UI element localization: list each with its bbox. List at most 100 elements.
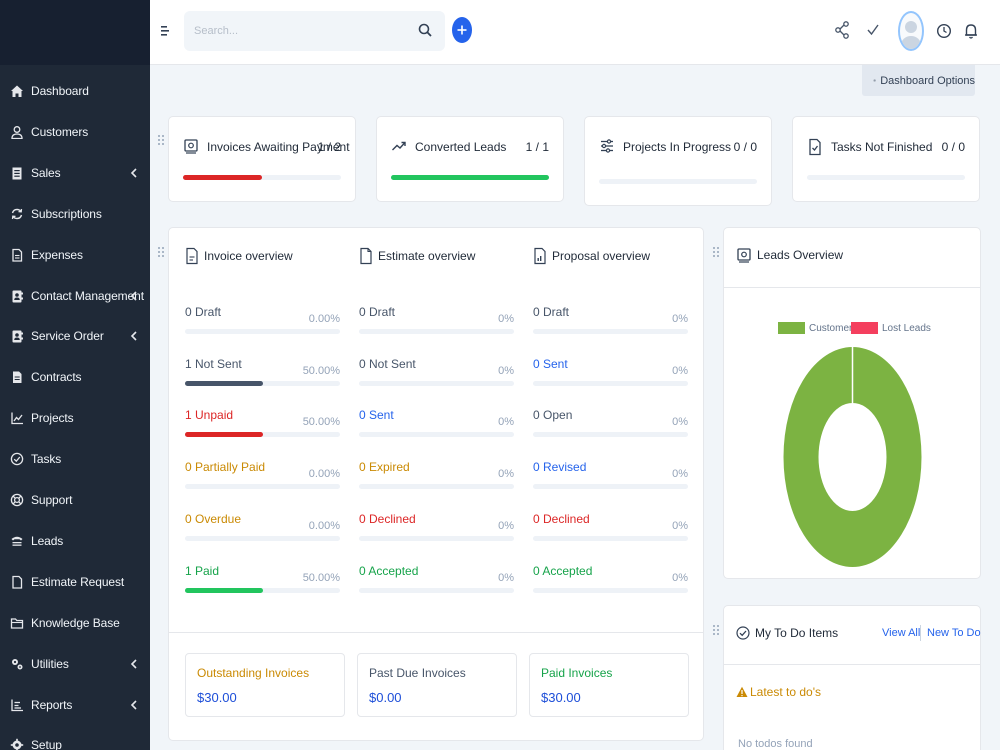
sidebar-item-knowledge-base[interactable]: Knowledge Base [0, 608, 150, 638]
file-icon [10, 574, 24, 590]
drag-handle-icon[interactable] [157, 246, 165, 260]
sidebar-item-label: Dashboard [31, 84, 89, 98]
leads-icon [737, 248, 751, 263]
overview-row[interactable]: 1 Paid 50.00% [185, 564, 340, 596]
sidebar-item-customers[interactable]: Customers [0, 117, 150, 147]
sidebar-item-dashboard[interactable]: Dashboard [0, 76, 150, 106]
todo-card: My To Do Items View All New To Do Latest… [723, 605, 981, 750]
menu-toggle-icon[interactable] [159, 24, 171, 38]
overview-row[interactable]: 0 Sent 0% [533, 357, 688, 389]
overview-row-percent: 0% [672, 313, 688, 325]
sidebar-item-tasks[interactable]: Tasks [0, 444, 150, 474]
sidebar-item-estimate-request[interactable]: Estimate Request [0, 567, 150, 597]
overview-row[interactable]: 0 Overdue 0.00% [185, 512, 340, 544]
sidebar-item-label: Reports [31, 697, 73, 712]
drag-handle-icon[interactable] [157, 134, 165, 148]
checkmark-icon[interactable] [866, 20, 880, 40]
overview-row[interactable]: 0 Open 0% [533, 408, 688, 440]
document-icon [10, 247, 24, 263]
quick-add-button[interactable] [452, 17, 472, 43]
user-avatar[interactable] [898, 11, 924, 51]
sidebar-item-expenses[interactable]: Expenses [0, 240, 150, 270]
clock-icon[interactable] [936, 20, 952, 42]
sidebar-item-label: Sales [31, 165, 61, 180]
drag-handle-icon[interactable] [712, 246, 720, 260]
sidebar-item-label: Subscriptions [31, 206, 102, 221]
overview-row-percent: 0% [498, 313, 514, 325]
overview-row[interactable]: 0 Partially Paid 0.00% [185, 460, 340, 492]
overview-progress-fill [185, 587, 263, 593]
legend-item-lost-leads[interactable]: Lost Leads [851, 322, 931, 334]
refresh-icon [10, 206, 24, 222]
sidebar-item-support[interactable]: Support [0, 485, 150, 515]
sidebar-item-contact-management[interactable]: Contact Management [0, 281, 150, 311]
invoice-overview-title: Invoice overview [204, 249, 293, 263]
chevron-left-icon [130, 167, 138, 179]
overview-row[interactable]: 1 Not Sent 50.00% [185, 357, 340, 389]
sidebar-item-subscriptions[interactable]: Subscriptions [0, 199, 150, 229]
cogs-icon [10, 656, 24, 672]
overview-progress-track [533, 587, 688, 593]
overview-row-label: 1 Unpaid [185, 408, 234, 423]
drag-handle-icon[interactable] [712, 624, 720, 638]
sidebar-item-label: Service Order [31, 329, 104, 344]
sidebar-item-setup[interactable]: Setup [0, 730, 150, 750]
estimate-file-icon [360, 247, 372, 265]
overview-row-percent: 0% [672, 519, 688, 532]
invoice-icon [183, 138, 199, 154]
sidebar-item-service-order[interactable]: Service Order [0, 321, 150, 351]
overview-row[interactable]: 0 Draft 0% [533, 305, 688, 337]
donut-slice-customer[interactable] [783, 347, 922, 567]
overview-row[interactable]: 0 Sent 0% [359, 408, 514, 440]
search-input[interactable] [184, 11, 409, 51]
overview-progress-track [359, 329, 514, 334]
sliders-icon [599, 138, 615, 154]
overview-row-percent: 50.00% [302, 571, 340, 584]
overview-row-percent: 0% [672, 416, 688, 429]
overview-row-label: 0 Revised [533, 460, 587, 475]
overview-row[interactable]: 0 Not Sent 0% [359, 357, 514, 389]
view-all-todos-link[interactable]: View All [882, 627, 921, 639]
overview-row[interactable]: 0 Expired 0% [359, 460, 514, 492]
legend-item-customer[interactable]: Customer [778, 322, 852, 334]
overview-progress-track [185, 432, 340, 438]
share-icon[interactable] [834, 20, 850, 40]
chevron-left-icon [130, 290, 138, 302]
overview-row-label: 0 Sent [533, 356, 568, 371]
overview-row[interactable]: 0 Declined 0% [533, 512, 688, 544]
sidebar-item-contracts[interactable]: Contracts [0, 362, 150, 392]
gear-icon [873, 79, 876, 82]
overview-row[interactable]: 0 Draft 0% [359, 305, 514, 337]
todo-divider [724, 664, 980, 665]
sidebar-item-reports[interactable]: Reports [0, 690, 150, 720]
sidebar-item-leads[interactable]: Leads [0, 526, 150, 556]
task-file-icon [807, 138, 823, 156]
outstanding-invoices-box[interactable]: Outstanding Invoices $30.00 [185, 653, 345, 717]
overview-row[interactable]: 0 Declined 0% [359, 512, 514, 544]
stat-progress-track [391, 175, 549, 180]
chart-icon [10, 410, 24, 426]
overview-row[interactable]: 1 Unpaid 50.00% [185, 408, 340, 440]
dashboard-options-label: Dashboard Options [880, 74, 975, 87]
total-value: $0.00 [369, 690, 402, 705]
stat-card-projects-in-progress: Projects In Progress 0 / 0 [584, 116, 772, 206]
overview-row[interactable]: 0 Accepted 0% [533, 564, 688, 596]
overview-row-label: 0 Draft [185, 305, 222, 319]
notification-bell-icon[interactable] [963, 20, 979, 42]
sidebar-item-sales[interactable]: Sales [0, 158, 150, 188]
dashboard-options-button[interactable]: Dashboard Options [862, 65, 975, 96]
invoice-file-icon [186, 247, 198, 265]
home-icon [10, 83, 24, 99]
sidebar-item-utilities[interactable]: Utilities [0, 649, 150, 679]
sidebar-item-projects[interactable]: Projects [0, 403, 150, 433]
overview-row[interactable]: 0 Accepted 0% [359, 564, 514, 596]
overview-progress-track [359, 380, 514, 386]
new-todo-link[interactable]: New To Do [927, 627, 981, 639]
stat-count: 0 / 0 [733, 140, 757, 154]
past-due-invoices-box[interactable]: Past Due Invoices $0.00 [357, 653, 517, 717]
search-icon[interactable] [418, 23, 432, 37]
overview-row[interactable]: 0 Draft 0.00% [185, 305, 340, 337]
paid-invoices-box[interactable]: Paid Invoices $30.00 [529, 653, 689, 717]
overview-row-label: 0 Not Sent [359, 356, 416, 371]
overview-row[interactable]: 0 Revised 0% [533, 460, 688, 492]
